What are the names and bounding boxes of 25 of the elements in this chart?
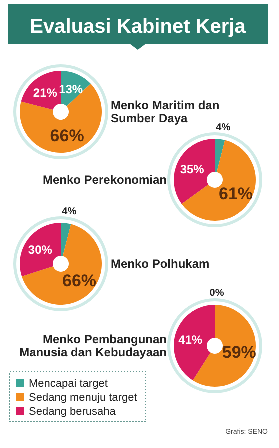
text: Menko Pembangunan Manusia dan Kebudayaan	[20, 332, 167, 360]
data-label: 30%	[28, 243, 53, 258]
donut-slice	[20, 84, 102, 153]
text: Evaluasi Kabinet Kerja	[30, 16, 247, 38]
donut-slice	[215, 139, 226, 172]
data-label: 4%	[62, 206, 77, 218]
legend-label: Mencapai target	[29, 378, 108, 390]
legend-label: Sedang menuju target	[29, 392, 138, 404]
data-label: 21%	[33, 86, 58, 100]
legend-label: Sedang berusaha	[29, 406, 117, 418]
text: Menko Polhukam	[111, 257, 210, 271]
text: Menko Perekonomian	[42, 173, 167, 187]
donut-slice	[174, 139, 215, 204]
data-label: 61%	[219, 184, 254, 204]
donut-slice	[20, 223, 61, 277]
data-label: 66%	[62, 271, 97, 290]
donut-slice	[182, 140, 256, 221]
data-label: 35%	[180, 162, 205, 176]
data-label: 4%	[216, 122, 231, 134]
donut-slice	[22, 224, 102, 305]
donut-slice	[61, 223, 72, 256]
donut-slice	[174, 305, 215, 381]
data-label: 41%	[178, 332, 203, 347]
text: 0%	[210, 288, 224, 299]
data-label: 66%	[50, 126, 84, 146]
